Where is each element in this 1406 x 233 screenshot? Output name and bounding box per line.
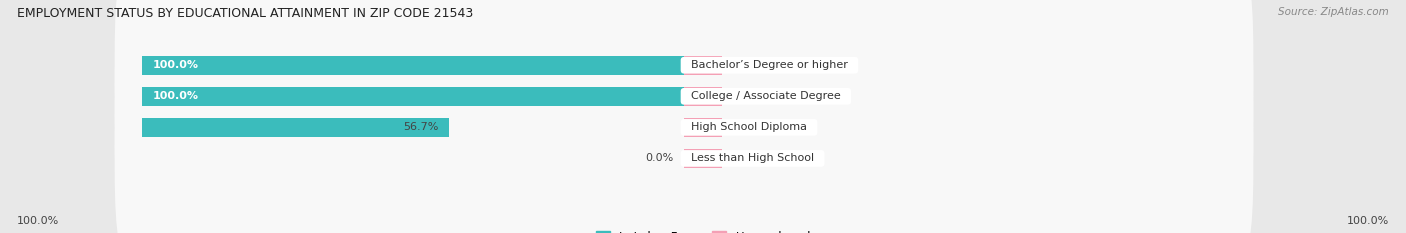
- Bar: [685, 149, 721, 168]
- Text: 0.0%: 0.0%: [738, 91, 766, 101]
- Text: 100.0%: 100.0%: [153, 91, 198, 101]
- FancyBboxPatch shape: [115, 21, 1253, 233]
- Bar: [685, 56, 721, 75]
- Bar: [685, 118, 721, 137]
- Text: College / Associate Degree: College / Associate Degree: [685, 91, 848, 101]
- FancyBboxPatch shape: [115, 0, 1253, 172]
- Text: 0.0%: 0.0%: [738, 60, 766, 70]
- Legend: In Labor Force, Unemployed: In Labor Force, Unemployed: [591, 226, 815, 233]
- Text: 56.7%: 56.7%: [404, 122, 439, 132]
- Text: EMPLOYMENT STATUS BY EDUCATIONAL ATTAINMENT IN ZIP CODE 21543: EMPLOYMENT STATUS BY EDUCATIONAL ATTAINM…: [17, 7, 474, 20]
- Text: 100.0%: 100.0%: [1347, 216, 1389, 226]
- Bar: [142, 56, 685, 75]
- Text: 100.0%: 100.0%: [153, 60, 198, 70]
- Text: Less than High School: Less than High School: [685, 154, 821, 163]
- Text: 0.0%: 0.0%: [738, 122, 766, 132]
- Text: 0.0%: 0.0%: [738, 154, 766, 163]
- Text: Source: ZipAtlas.com: Source: ZipAtlas.com: [1278, 7, 1389, 17]
- Text: Bachelor’s Degree or higher: Bachelor’s Degree or higher: [685, 60, 855, 70]
- Bar: [685, 87, 721, 106]
- Bar: [142, 87, 685, 106]
- FancyBboxPatch shape: [115, 0, 1253, 203]
- FancyBboxPatch shape: [115, 52, 1253, 233]
- Text: High School Diploma: High School Diploma: [685, 122, 814, 132]
- Bar: [142, 118, 450, 137]
- Text: 0.0%: 0.0%: [645, 154, 673, 163]
- Text: 100.0%: 100.0%: [17, 216, 59, 226]
